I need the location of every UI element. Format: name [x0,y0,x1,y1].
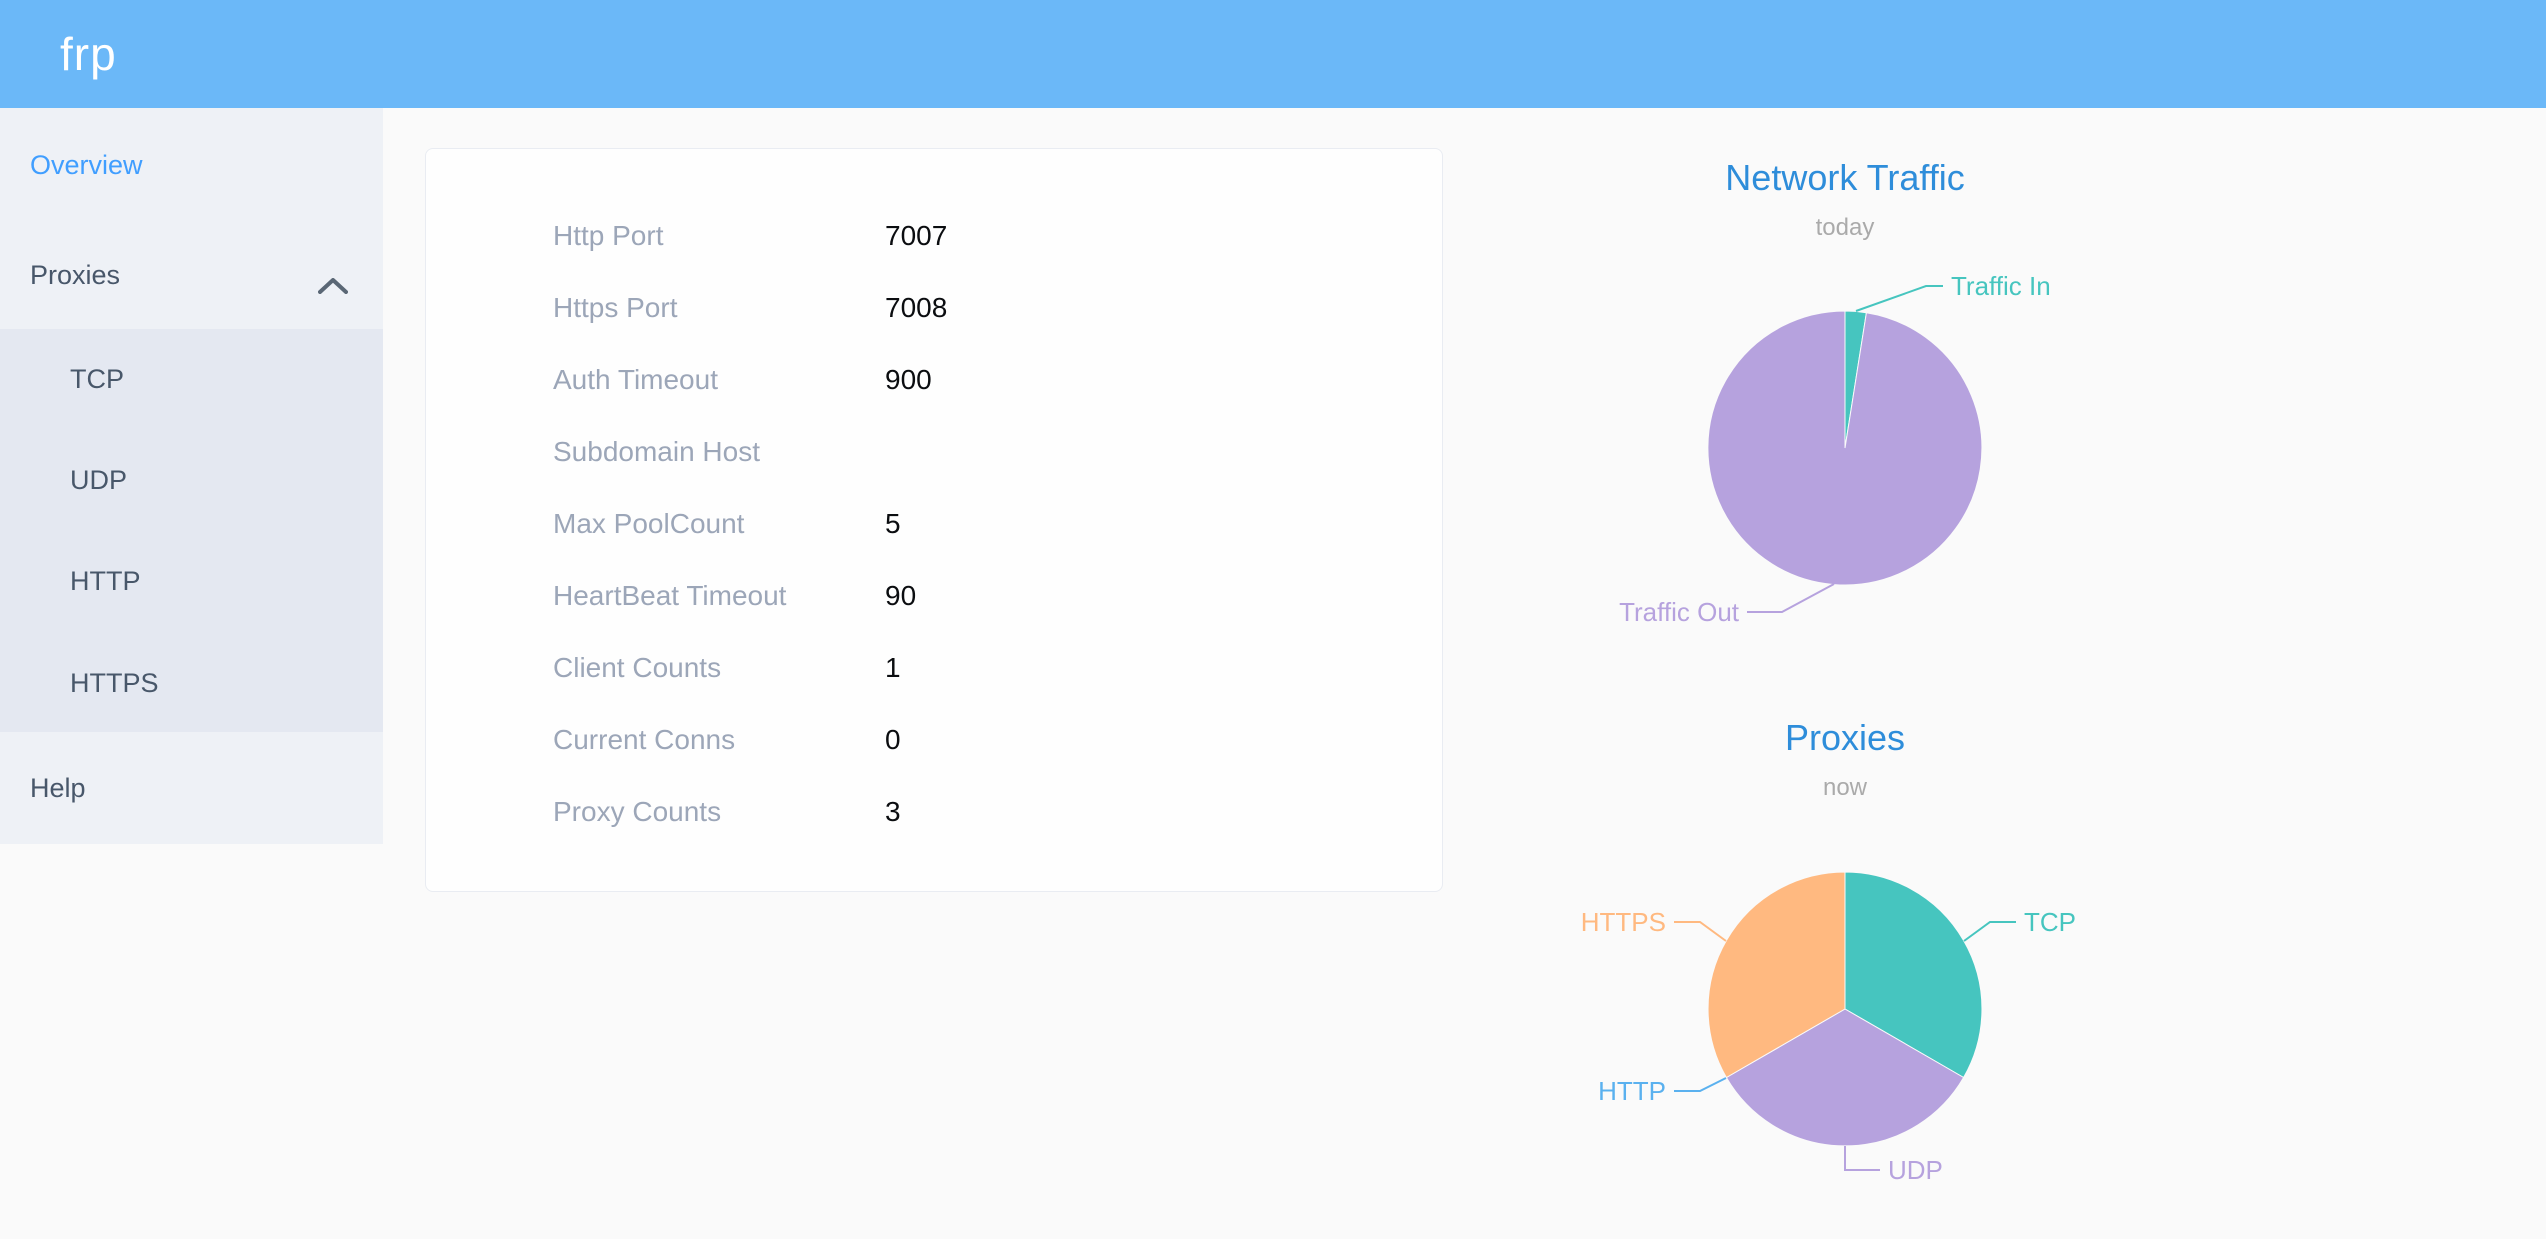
app-header: frp [0,0,2546,108]
leader-line-traffic-in [1855,285,1943,312]
sidebar-item-https[interactable]: HTTPS [0,653,383,713]
leader-line-udp [1844,1146,1880,1171]
info-value: 1 [885,652,901,683]
server-info-card: Http Port 7007 Https Port 7008 Auth Time… [425,148,1443,892]
info-value: 3 [885,796,901,827]
info-value: 900 [885,364,932,395]
info-row-current-conns: Current Conns 0 [426,704,1442,776]
leader-line-https [1674,921,1727,942]
leader-line-traffic-out [1747,583,1835,613]
leader-line-http [1674,1077,1727,1092]
pie-slice-tcp[interactable] [1844,871,1983,1079]
info-row-http-port: Http Port 7007 [426,200,1442,272]
charts-svg: Network Traffic today Traffic In Traffic… [1581,157,2076,1185]
proxies-chart-subtitle: now [1823,774,1868,801]
leader-line-tcp [1963,921,2016,942]
info-label: Proxy Counts [553,796,722,827]
sidebar-item-overview-label: Overview [30,150,143,180]
info-row-client-counts: Client Counts 1 [426,632,1442,704]
info-label: Auth Timeout [553,364,718,395]
info-row-heartbeat-timeout: HeartBeat Timeout 90 [426,560,1442,632]
proxies-chart-title: Proxies [1785,717,1905,758]
info-row-max-poolcount: Max PoolCount 5 [426,488,1442,560]
sidebar-item-https-label: HTTPS [70,668,159,698]
sidebar-item-proxies-label: Proxies [30,260,121,290]
network-traffic-chart-subtitle: today [1816,214,1875,241]
pie-slice-https[interactable] [1707,871,1846,1079]
sidebar-proxies-submenu: TCP UDP HTTP HTTPS [0,329,383,732]
pie-label-udp: UDP [1888,1155,1943,1185]
pie-label-https: HTTPS [1581,907,1666,937]
info-value: 0 [885,724,901,755]
app-logo: frp [60,28,117,80]
sidebar-item-help-label: Help [30,773,86,803]
pie-slice-traffic-out[interactable] [1707,310,1983,586]
info-value: 7007 [885,220,948,251]
info-value: 5 [885,508,901,539]
pie-label-traffic-out: Traffic Out [1619,597,1740,627]
info-row-subdomain-host: Subdomain Host [426,416,1442,488]
pie-label-tcp: TCP [2024,907,2076,937]
sidebar-item-udp-label: UDP [70,465,128,495]
pie-label-traffic-in: Traffic In [1951,271,2051,301]
sidebar-item-overview[interactable]: Overview [0,135,383,195]
info-label: Client Counts [553,652,722,683]
info-label: Current Conns [553,724,736,755]
sidebar-item-http[interactable]: HTTP [0,551,383,611]
info-value: 7008 [885,292,948,323]
info-label: Subdomain Host [553,436,761,467]
sidebar-item-tcp-label: TCP [70,364,124,394]
info-row-proxy-counts: Proxy Counts 3 [426,776,1442,848]
charts-panel: Network Traffic today Traffic In Traffic… [1445,108,2245,1234]
info-row-auth-timeout: Auth Timeout 900 [426,344,1442,416]
sidebar-item-udp[interactable]: UDP [0,450,383,510]
sidebar: Overview Proxies TCP UDP HTTP HTTPS Help [0,108,383,844]
info-label: Https Port [553,292,678,323]
info-label: Max PoolCount [553,508,745,539]
chevron-up-icon [318,278,348,294]
info-value: 90 [885,580,917,611]
sidebar-item-tcp[interactable]: TCP [0,349,383,409]
network-traffic-chart-title: Network Traffic [1725,157,1964,198]
sidebar-item-help[interactable]: Help [0,758,383,818]
pie-slice-udp[interactable] [1725,1008,1965,1147]
info-label: Http Port [553,220,664,251]
pie-label-http: HTTP [1598,1076,1666,1106]
sidebar-item-proxies[interactable]: Proxies [0,245,383,305]
sidebar-item-http-label: HTTP [70,566,141,596]
info-label: HeartBeat Timeout [553,580,787,611]
info-row-https-port: Https Port 7008 [426,272,1442,344]
